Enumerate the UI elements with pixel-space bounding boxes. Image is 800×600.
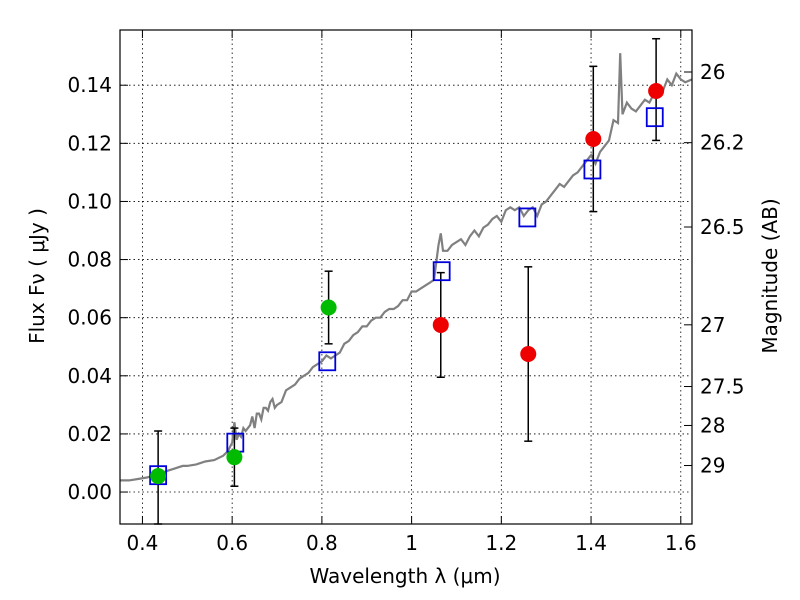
y-tick-label: 0.12 xyxy=(67,131,112,155)
y-axis-label: Flux Fν ( μJy ) xyxy=(25,208,49,344)
model-box xyxy=(318,351,337,372)
y-tick-labels: 0.00 0.02 0.04 0.06 0.08 0.10 0.12 0.14 xyxy=(67,73,112,504)
point-layer xyxy=(150,83,665,485)
model-box xyxy=(518,207,537,228)
y-tick-label: 0.02 xyxy=(67,422,112,446)
model-box xyxy=(149,465,168,486)
y2-tick-label: 26.2 xyxy=(700,131,745,155)
red-data-point xyxy=(432,316,449,333)
green-data-point xyxy=(150,468,167,485)
x-tick-label: 0.8 xyxy=(306,531,338,555)
y2-tick-labels: 26 26.2 26.5 27 27.5 28 29 xyxy=(700,60,745,478)
x-tick-label: 1 xyxy=(405,531,418,555)
x-tick-label: 1.4 xyxy=(575,531,607,555)
x-tick-label: 1.2 xyxy=(485,531,517,555)
tick-marks xyxy=(120,30,692,524)
model-box xyxy=(432,261,451,282)
y-tick-label: 0.14 xyxy=(67,73,112,97)
red-data-point xyxy=(585,130,602,147)
x-tick-label: 0.4 xyxy=(127,531,159,555)
y2-axis-label: Magnitude (AB) xyxy=(758,198,782,353)
y2-tick-label: 27.5 xyxy=(700,375,745,399)
y-tick-label: 0.08 xyxy=(67,248,112,272)
y-tick-label: 0.00 xyxy=(67,480,112,504)
model-box-layer xyxy=(149,107,664,486)
red-data-point xyxy=(520,346,537,363)
y2-tick-label: 29 xyxy=(700,454,725,478)
plot-frame xyxy=(119,29,693,525)
model-box xyxy=(583,159,602,180)
spectrum-line xyxy=(120,53,693,482)
y2-tick-label: 27 xyxy=(700,313,725,337)
red-data-point xyxy=(648,83,665,100)
y2-tick-label: 26 xyxy=(700,60,725,84)
x-tick-label: 0.6 xyxy=(216,531,248,555)
y2-tick-label: 26.5 xyxy=(700,215,745,239)
y-tick-label: 0.10 xyxy=(67,189,112,213)
x-axis-label: Wavelength λ (μm) xyxy=(309,564,500,588)
y2-tick-label: 28 xyxy=(700,413,725,437)
y-tick-label: 0.06 xyxy=(67,306,112,330)
grid-lines xyxy=(120,30,692,524)
x-tick-labels: 0.4 0.6 0.8 1 1.2 1.4 1.6 xyxy=(127,531,697,555)
model-box xyxy=(645,107,664,128)
y-tick-label: 0.04 xyxy=(67,364,112,388)
green-data-point xyxy=(320,299,337,316)
x-tick-label: 1.6 xyxy=(665,531,697,555)
spectrum-layer xyxy=(120,53,693,482)
green-data-point xyxy=(226,449,243,466)
